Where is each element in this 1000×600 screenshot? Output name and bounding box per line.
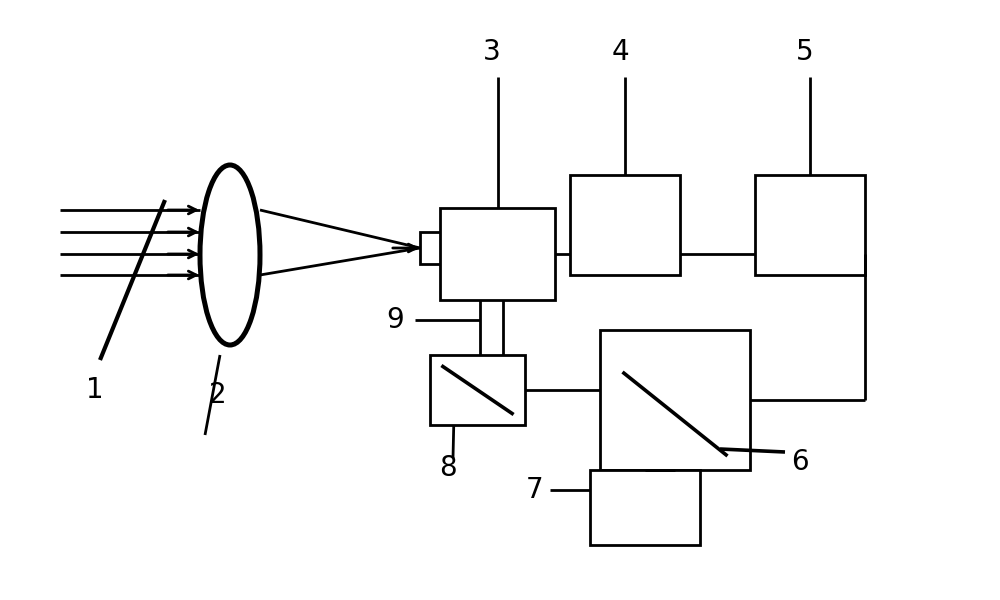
Bar	[570, 175, 680, 275]
Bar	[420, 232, 442, 264]
Text: 5: 5	[796, 38, 814, 66]
Text: 3: 3	[483, 38, 501, 66]
Text: 2: 2	[209, 381, 227, 409]
Ellipse shape	[200, 165, 260, 345]
Text: 8: 8	[439, 454, 457, 482]
Bar	[755, 175, 865, 275]
Text: 9: 9	[386, 306, 404, 334]
Text: 7: 7	[526, 476, 544, 504]
Bar	[430, 355, 525, 425]
Bar	[440, 208, 555, 300]
Bar	[590, 470, 700, 545]
Text: 4: 4	[611, 38, 629, 66]
Text: 6: 6	[791, 448, 809, 476]
Text: 1: 1	[86, 376, 104, 404]
Bar	[600, 330, 750, 470]
